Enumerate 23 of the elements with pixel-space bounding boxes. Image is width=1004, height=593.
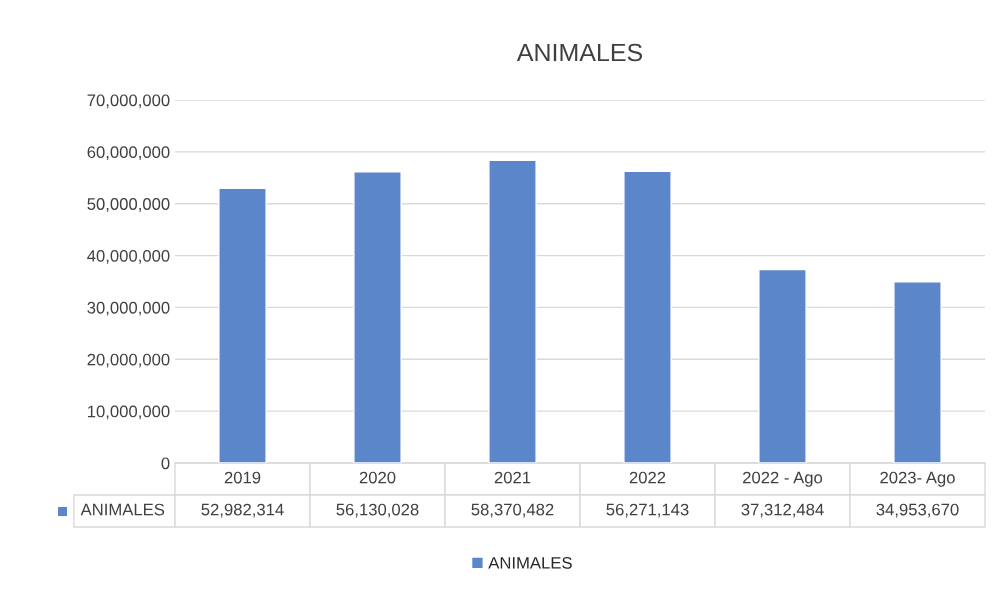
legend-label: ANIMALES (80, 503, 165, 516)
y-tick-label: 20,000,000 (87, 353, 170, 368)
text: ANIMALES (488, 556, 572, 569)
y-tick-label: 0 (161, 457, 170, 470)
data-label: 58,370,482 (471, 503, 554, 518)
data-label: 52,982,314 (201, 503, 284, 518)
chart-title: ANIMALES (516, 43, 643, 62)
y-tick-label: 70,000,000 (87, 94, 170, 109)
data-label: 37,312,484 (741, 503, 824, 518)
data-label: 56,271,143 (606, 503, 689, 518)
y-tick-label: 30,000,000 (87, 301, 170, 316)
data-label: 56,130,028 (336, 503, 419, 518)
x-tick-label: 2020 (359, 471, 396, 484)
x-tick-label: 2023- Ago (880, 471, 955, 487)
y-tick-label: 10,000,000 (88, 405, 170, 420)
data-label: 34,953,670 (876, 503, 959, 518)
x-tick-label: 2021 (494, 471, 531, 484)
x-tick-label: 2022 - Ago (743, 471, 823, 487)
y-tick-label: 50,000,000 (87, 198, 170, 212)
x-tick-label: 2022 (629, 471, 666, 484)
x-tick-label: 2019 (224, 471, 261, 484)
y-tick-label: 40,000,000 (87, 249, 170, 264)
y-tick-label: 60,000,000 (87, 146, 170, 161)
